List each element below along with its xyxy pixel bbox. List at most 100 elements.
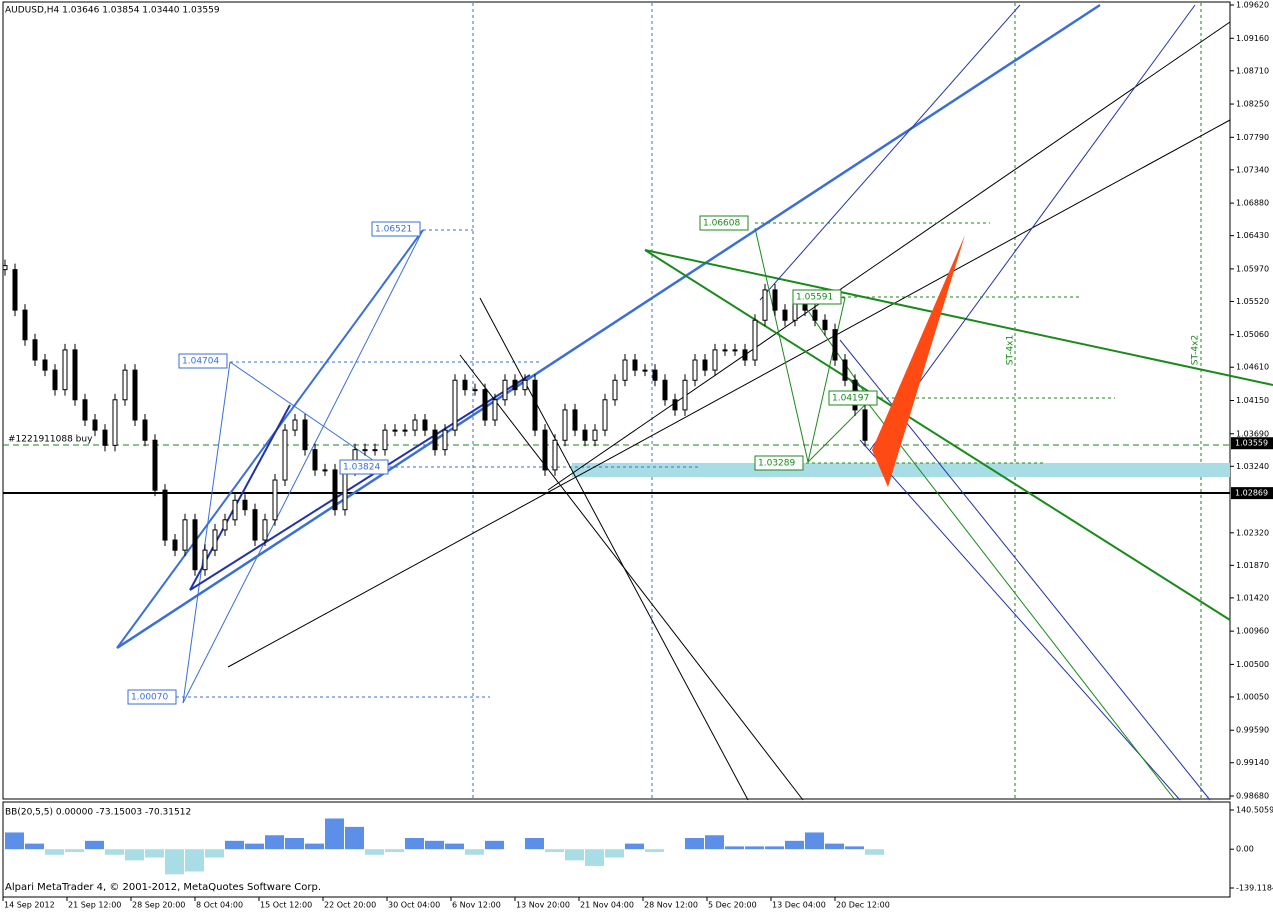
price-label-box (127, 689, 177, 705)
candle (772, 289, 778, 311)
drawing-object (869, 4, 1196, 451)
y-tick-label: 1.05970 (1236, 264, 1269, 273)
group (5, 818, 884, 875)
histogram-bar (305, 843, 324, 850)
candle (782, 309, 788, 321)
candle (452, 379, 458, 431)
histogram-bar (405, 838, 424, 850)
candle (412, 419, 418, 431)
candle (652, 369, 658, 381)
candle (72, 349, 78, 401)
candle (112, 399, 118, 446)
histogram-bar (25, 843, 44, 850)
candle (822, 319, 828, 331)
y-tick-label: 1.06880 (1236, 199, 1269, 208)
candle (22, 309, 28, 341)
histogram-bar (425, 840, 444, 850)
candle (362, 449, 368, 452)
candle (232, 499, 238, 521)
candle (732, 349, 738, 352)
x-tick-label: 22 Oct 20:00 (324, 901, 376, 910)
candle (552, 439, 558, 471)
histogram-bar (365, 849, 384, 855)
candle (662, 379, 668, 401)
candle (742, 349, 748, 361)
candle (502, 379, 508, 401)
candle (92, 419, 98, 431)
price-tag (1231, 487, 1273, 500)
histogram-bar (445, 843, 464, 850)
price-label: 1.03824 (343, 463, 380, 473)
candle (32, 339, 38, 361)
histogram-bar (325, 818, 344, 850)
candle (172, 539, 178, 551)
histogram-bar (125, 849, 144, 861)
price-label: 1.06608 (703, 219, 740, 229)
candle (222, 519, 228, 531)
histogram-bar (345, 826, 364, 850)
y-tick-label: 1.05520 (1236, 297, 1269, 306)
label: AUDUSD,H4 1.03646 1.03854 1.03440 1.0355… (5, 6, 220, 16)
candle (332, 469, 338, 511)
candle (572, 409, 578, 431)
candle (582, 429, 588, 441)
y-tick-label: 1.07790 (1236, 133, 1269, 142)
histogram-bar (145, 849, 164, 858)
candle (272, 479, 278, 521)
candle (382, 429, 388, 451)
candle (52, 369, 58, 391)
candle (242, 499, 248, 511)
histogram-bar (285, 838, 304, 850)
price-label-box (792, 289, 842, 305)
candle (342, 469, 348, 511)
candle (392, 429, 398, 432)
y-tick-label: 1.08710 (1236, 66, 1269, 75)
histogram-bar (625, 843, 644, 850)
histogram-bar (865, 849, 884, 855)
candle (512, 379, 518, 391)
candle (82, 399, 88, 421)
candle (712, 349, 718, 371)
candle (812, 309, 818, 321)
histogram-bar (765, 846, 784, 850)
histogram-bar (845, 846, 864, 850)
candle (42, 359, 48, 371)
y-tick-label: 1.09620 (1236, 1, 1269, 10)
candle (192, 519, 198, 571)
price-label: 1.04197 (832, 394, 869, 404)
price-label: 1.04704 (182, 357, 219, 367)
histogram-bar (485, 840, 504, 850)
candle (642, 369, 648, 372)
x-tick-label: 21 Nov 04:00 (580, 901, 634, 910)
candle (862, 409, 868, 441)
y-tick-label: 0.98680 (1236, 792, 1269, 801)
candle (122, 369, 128, 401)
price-label: 1.06521 (375, 225, 412, 235)
label: #1221911088 buy (8, 435, 93, 445)
candle (672, 399, 678, 411)
candle (482, 389, 488, 421)
y-tick-label: 1.04150 (1236, 396, 1269, 405)
y-tick-label: 1.09160 (1236, 34, 1269, 43)
y-tick-label: 1.05060 (1236, 330, 1269, 339)
candle (842, 359, 848, 381)
drawing-object (116, 3, 1101, 650)
candle (212, 529, 218, 551)
candle (602, 399, 608, 431)
candle (762, 289, 768, 321)
y-tick-label: 1.01870 (1236, 561, 1269, 570)
histogram-bar (565, 849, 584, 861)
vertical-label: ST-4x1 (1006, 335, 1016, 365)
price-tag-label: 1.03559 (1235, 439, 1268, 448)
candle (312, 449, 318, 471)
histogram-bar (225, 840, 244, 850)
candle (702, 359, 708, 371)
indicator-tick-label: 0.00 (1236, 845, 1254, 854)
histogram-bar (805, 832, 824, 850)
histogram-bar (385, 849, 404, 852)
y-tick-label: 1.08250 (1236, 100, 1269, 109)
price-tag (1231, 437, 1273, 450)
price-label: 1.03289 (758, 459, 795, 469)
